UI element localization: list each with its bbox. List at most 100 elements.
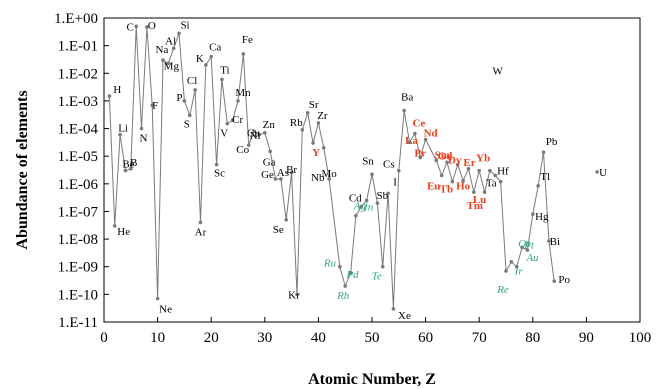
- element-label-rh: Rh: [336, 290, 350, 302]
- y-tick-label: 1.E-10: [58, 287, 98, 303]
- element-label-w: W: [492, 66, 503, 78]
- element-label-zn: Zn: [263, 119, 276, 131]
- element-label-co: Co: [236, 144, 249, 156]
- y-axis-title: Abundance of elements: [14, 90, 31, 249]
- element-label-ba: Ba: [401, 91, 413, 103]
- element-label-ag: Ag: [353, 201, 367, 213]
- element-label-sm: Sm: [435, 149, 450, 161]
- y-axis-ticks: 1.E-11 1.E-10 1.E-09 1.E-08 1.E-07 1.E-06 1.E-…: [54, 11, 109, 331]
- data-point-u: [595, 170, 599, 174]
- element-label-i: I: [393, 176, 397, 188]
- data-point-in: [364, 198, 369, 203]
- data-point-ne: [155, 296, 160, 301]
- element-label-fe: Fe: [242, 34, 253, 46]
- data-point-o: [145, 25, 149, 29]
- element-label-pb: Pb: [546, 136, 558, 148]
- data-point-mn: [236, 99, 240, 103]
- element-label-ru: Ru: [323, 258, 337, 270]
- element-label-dy: Dy: [448, 155, 462, 167]
- y-tick-label: 1.E-08: [58, 232, 98, 248]
- data-point-y: [311, 141, 315, 145]
- element-label-hf: Hf: [497, 166, 509, 178]
- data-point-rb: [300, 128, 305, 132]
- element-label-s: S: [184, 118, 190, 130]
- data-point-ho: [461, 178, 465, 183]
- element-label-po: Po: [558, 274, 570, 286]
- element-label-k: K: [196, 53, 204, 65]
- data-point-ru: [338, 264, 342, 269]
- element-label-b: B: [130, 157, 137, 169]
- data-point-cr: [230, 118, 235, 123]
- data-point-n: [139, 126, 144, 131]
- element-label-os: Os: [518, 238, 530, 250]
- data-point-he: [112, 224, 117, 228]
- data-point-xe: [391, 307, 396, 311]
- y-tick-label: 1.E-01: [58, 39, 98, 55]
- data-point-pb: [541, 150, 546, 154]
- x-tick-label: 0: [100, 330, 108, 346]
- x-axis-ticks: 0 10 20 30 40 50 60 70 80 90 100: [100, 317, 651, 346]
- data-point-zr: [316, 121, 321, 125]
- element-label-gd: Gd: [438, 150, 453, 162]
- data-point-sc: [214, 162, 219, 167]
- element-label-cr: Cr: [232, 114, 243, 126]
- element-label-mg: Mg: [164, 60, 180, 72]
- data-point-ar: [198, 220, 203, 225]
- data-point-sm: [434, 158, 439, 163]
- data-point-ti: [220, 77, 224, 82]
- data-point-se: [284, 217, 289, 222]
- element-label-mn: Mn: [235, 87, 251, 99]
- x-tick-label: 80: [525, 330, 540, 346]
- element-label-v: V: [220, 128, 228, 140]
- element-labels: H He Li BeB C N O F Ne Na Mg Al Si P S Cl Ar K Ca Sc Ti V Cr Mn…: [113, 19, 607, 322]
- data-point-pr: [418, 155, 423, 160]
- element-label-na: Na: [156, 44, 169, 56]
- data-point-ir: [514, 264, 519, 269]
- element-label-f: F: [152, 100, 158, 112]
- element-label-pd: Pd: [345, 269, 359, 281]
- data-point-na: [161, 58, 165, 62]
- data-point-ta: [493, 173, 498, 178]
- data-point-fe: [241, 52, 246, 56]
- data-point-tm: [472, 190, 476, 194]
- data-point-h: [107, 94, 112, 98]
- data-point-la: [407, 140, 412, 145]
- data-point-li: [118, 132, 122, 137]
- element-label-ta: Ta: [486, 177, 497, 189]
- element-label-ga: Ga: [263, 156, 276, 168]
- data-point-gd: [445, 160, 449, 165]
- data-point-hf: [488, 168, 492, 173]
- element-label-ti: Ti: [220, 64, 229, 76]
- data-point-nd: [423, 137, 428, 142]
- data-point-cd: [359, 204, 364, 209]
- element-label-sn: Sn: [362, 155, 374, 167]
- data-point-be: [123, 168, 128, 173]
- data-point-tb: [450, 179, 455, 184]
- element-label-mo: Mo: [321, 168, 337, 180]
- element-label-ge: Ge: [261, 169, 274, 181]
- x-tick-label: 70: [472, 330, 487, 346]
- element-label-n: N: [140, 133, 148, 145]
- data-point-s: [187, 113, 192, 118]
- x-axis-title: Atomic Number, Z: [308, 371, 436, 388]
- element-label-cu: Cu: [247, 128, 260, 140]
- element-label-be: Be: [122, 159, 134, 171]
- data-point-cs: [397, 168, 401, 173]
- data-point-po: [552, 279, 557, 283]
- data-point-sb: [375, 201, 380, 205]
- element-label-ho: Ho: [456, 181, 471, 193]
- x-tick-label: 50: [365, 330, 380, 346]
- data-point-sn: [370, 172, 374, 177]
- data-point-re: [504, 269, 508, 273]
- data-point-hg: [531, 212, 535, 216]
- element-label-ar: Ar: [195, 226, 207, 238]
- data-point-yb: [477, 168, 482, 173]
- data-point-bi: [547, 239, 551, 243]
- element-label-bi: Bi: [550, 236, 560, 248]
- element-label-as: As: [277, 167, 289, 179]
- element-label-re: Re: [496, 284, 509, 296]
- element-label-al: Al: [165, 35, 176, 47]
- data-point-au: [525, 248, 530, 252]
- data-point-ga: [268, 149, 272, 154]
- data-point-lu: [482, 190, 487, 194]
